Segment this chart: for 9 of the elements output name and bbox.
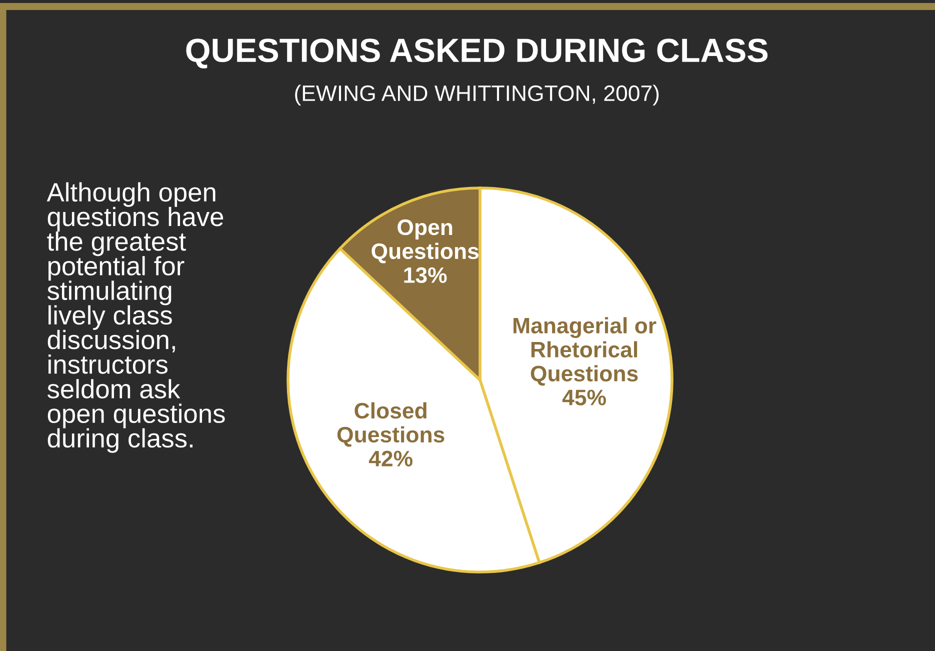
slice-label: Managerial or Rhetorical Questions <box>514 317 656 386</box>
data-label: 13% <box>404 267 447 284</box>
slice-label: Open Questions <box>372 219 479 264</box>
data-label: 42% <box>368 450 412 466</box>
text: Although open questions have the greatest potential for stimulating lively class discussion, instructors seldom ask open questions during class. <box>46 182 225 453</box>
chart-title: QUESTIONS ASKED DURING CLASS <box>186 38 768 68</box>
data-label: 45% <box>562 390 606 406</box>
chart-subtitle: (EWING AND WHITTINGTON, 2007) <box>295 84 659 106</box>
slice-label: Closed Questions <box>337 402 444 447</box>
